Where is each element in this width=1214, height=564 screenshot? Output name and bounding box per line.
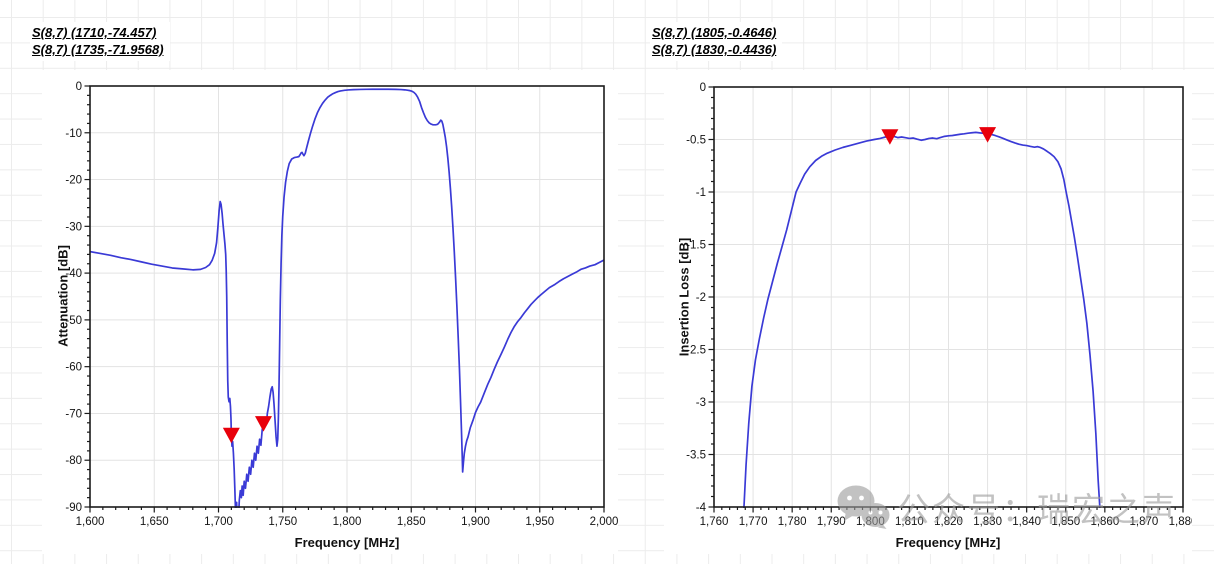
svg-text:1,950: 1,950 [525,516,554,528]
svg-text:-2.5: -2.5 [686,345,706,357]
svg-text:-4: -4 [696,502,707,514]
svg-text:2,000: 2,000 [590,516,618,528]
svg-text:-60: -60 [65,362,82,374]
svg-text:-1: -1 [696,187,706,199]
svg-text:-10: -10 [65,128,82,140]
svg-text:1,780: 1,780 [778,516,807,528]
svg-text:1,650: 1,650 [140,516,169,528]
s87-curve [743,131,1101,508]
insertion-loss-annotations: S(8,7) (1805,-0.4646) S(8,7) (1830,-0.44… [650,22,783,61]
svg-text:1,840: 1,840 [1012,516,1041,528]
annotation-marker1: S(8,7) (1710,-74.457) [32,25,157,40]
marker-triangle [881,129,899,145]
axis-ticks [84,85,605,513]
tick-labels: 1,600 1,650 1,700 1,750 1,800 1,850 1,900 1,950… [65,81,618,528]
attenuation-annotations: S(8,7) (1710,-74.457) S(8,7) (1735,-71.9… [30,22,170,61]
attenuation-plot: 1,600 1,650 1,700 1,750 1,800 1,850 1,900 1,950… [65,81,618,528]
svg-text:1,830: 1,830 [973,516,1002,528]
marker-triangle [979,127,997,143]
annotation-marker2: S(8,7) (1830,-0.4436) [652,42,777,57]
insertion-loss-x-axis-title: Frequency [MHz] [895,535,1001,550]
insertion-loss-plot: 1,760 1,770 1,780 1,790 1,800 1,810 1,820 1,830… [686,82,1192,528]
insertion-loss-chart-panel: 1,760 1,770 1,780 1,790 1,800 1,810 1,820 1,830… [664,70,1192,554]
svg-text:1,870: 1,870 [1130,516,1159,528]
axis-ticks [708,86,1184,513]
s87-curve [90,88,604,508]
trace-markers [881,127,997,145]
svg-text:-80: -80 [65,455,82,467]
svg-text:-1.5: -1.5 [686,240,706,252]
svg-text:1,600: 1,600 [76,516,105,528]
gridlines [714,87,1183,507]
annotation-marker1: S(8,7) (1805,-0.4646) [652,25,777,40]
attenuation-chart-panel: 1,600 1,650 1,700 1,750 1,800 1,850 1,900 1,950… [42,70,618,554]
attenuation-x-axis-title: Frequency [MHz] [294,535,400,550]
svg-text:-3.5: -3.5 [686,450,706,462]
marker-triangle [222,427,240,444]
svg-text:1,760: 1,760 [700,516,729,528]
svg-text:1,790: 1,790 [817,516,846,528]
svg-text:-90: -90 [65,502,82,514]
svg-text:-20: -20 [65,175,82,187]
svg-text:0: 0 [76,81,82,93]
svg-text:1,800: 1,800 [333,516,362,528]
svg-text:1,800: 1,800 [856,516,885,528]
svg-text:-2: -2 [696,292,706,304]
tick-labels: 1,760 1,770 1,780 1,790 1,800 1,810 1,820 1,830… [686,82,1192,528]
svg-text:1,900: 1,900 [461,516,490,528]
svg-text:-50: -50 [65,315,82,327]
gridlines [90,86,604,507]
insertion-loss-y-axis-title: Insertion Loss [dB] [676,237,692,357]
svg-text:1,750: 1,750 [268,516,297,528]
svg-text:1,860: 1,860 [1090,516,1119,528]
trace-markers [222,416,272,444]
svg-text:1,700: 1,700 [204,516,233,528]
svg-text:1,850: 1,850 [1051,516,1080,528]
svg-text:0: 0 [700,82,706,94]
svg-text:-30: -30 [65,221,82,233]
attenuation-y-axis-title: Attenuation [dB] [55,245,71,347]
svg-text:1,850: 1,850 [397,516,426,528]
svg-text:1,810: 1,810 [895,516,924,528]
svg-text:1,770: 1,770 [739,516,768,528]
svg-text:-70: -70 [65,408,82,420]
svg-text:-3: -3 [696,397,706,409]
svg-text:1,820: 1,820 [934,516,963,528]
svg-text:-40: -40 [65,268,82,280]
svg-text:1,880: 1,880 [1169,516,1192,528]
svg-text:-0.5: -0.5 [686,135,706,147]
marker-triangle [254,416,272,432]
annotation-marker2: S(8,7) (1735,-71.9568) [32,42,164,57]
